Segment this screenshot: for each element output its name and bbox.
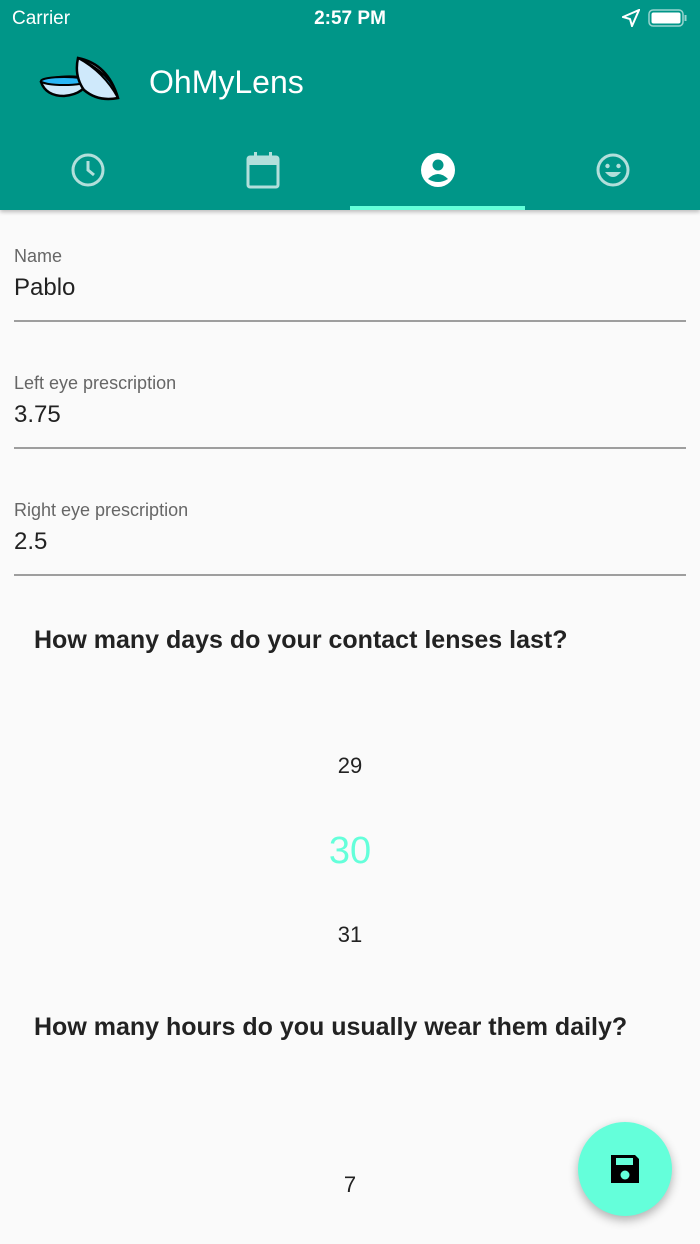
name-field[interactable]: Name Pablo — [14, 246, 686, 322]
name-label: Name — [14, 246, 63, 266]
name-value[interactable]: Pablo — [14, 274, 76, 301]
save-icon — [611, 1155, 639, 1183]
hours-question: How many hours do you usually wear them … — [34, 1013, 628, 1041]
tab-calendar[interactable] — [175, 130, 350, 210]
days-option[interactable]: 29 — [337, 753, 363, 778]
hours-option[interactable]: 7 — [343, 1172, 357, 1197]
left-eye-field[interactable]: Left eye prescription 3.75 — [14, 373, 686, 449]
battery-icon — [648, 9, 687, 27]
lens-logo — [39, 56, 120, 101]
smiley-icon — [596, 153, 629, 187]
clock-time: 2:57 PM — [314, 8, 386, 29]
carrier: Carrier — [12, 8, 71, 29]
right-eye-field[interactable]: Right eye prescription 2.5 — [14, 500, 686, 576]
right-eye-value[interactable]: 2.5 — [14, 528, 48, 555]
account-circle-icon — [420, 153, 455, 187]
tab-feedback[interactable] — [525, 130, 700, 210]
tab-bar — [0, 130, 700, 210]
days-option[interactable]: 31 — [337, 922, 363, 947]
left-eye-label: Left eye prescription — [14, 373, 177, 393]
clock-icon — [71, 153, 104, 187]
days-selected[interactable]: 30 — [328, 830, 372, 872]
app-bar: Carrier 2:57 PM OhMyLens — [0, 0, 700, 210]
app-title: OhMyLens — [149, 64, 304, 100]
left-eye-value[interactable]: 3.75 — [14, 401, 61, 428]
calendar-icon — [246, 152, 279, 189]
save-button[interactable] — [578, 1122, 672, 1216]
days-question: How many days do your contact lenses las… — [34, 626, 568, 654]
location-icon — [622, 9, 640, 27]
status-bar: Carrier 2:57 PM — [12, 6, 688, 30]
tab-profile[interactable] — [350, 130, 525, 210]
right-eye-label: Right eye prescription — [14, 500, 189, 520]
tab-history[interactable] — [0, 130, 175, 210]
